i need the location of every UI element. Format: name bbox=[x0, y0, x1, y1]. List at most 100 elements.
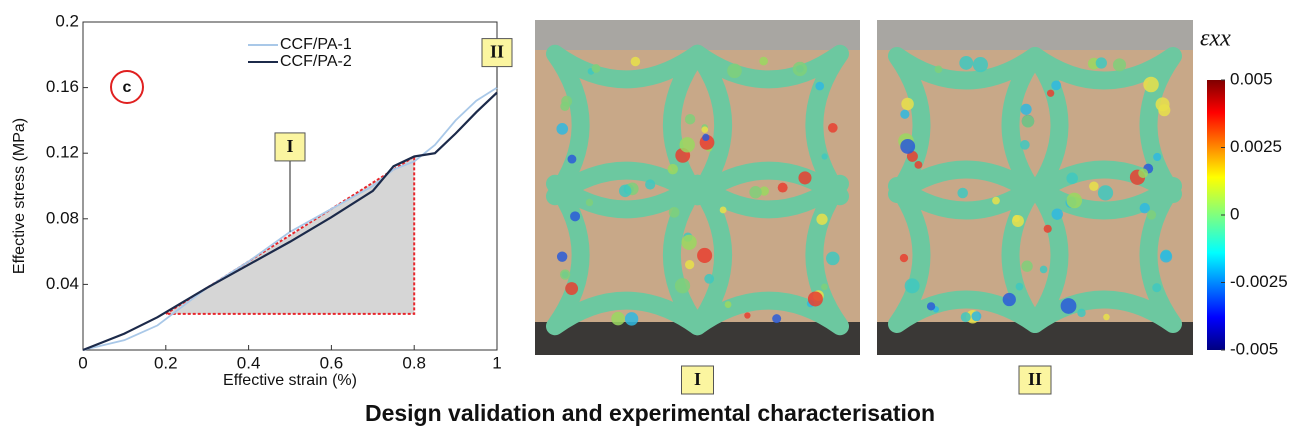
strain-spot bbox=[1016, 283, 1024, 291]
strain-spot bbox=[927, 302, 935, 310]
strain-spot bbox=[1089, 182, 1099, 192]
strain-spot bbox=[1160, 250, 1172, 262]
x-tick-label: 0.2 bbox=[154, 353, 178, 372]
strain-spot bbox=[1021, 261, 1032, 272]
strain-spot bbox=[557, 252, 567, 262]
strain-spot bbox=[592, 64, 601, 73]
strain-spot bbox=[826, 252, 840, 266]
strain-spot bbox=[645, 179, 655, 189]
strain-spot bbox=[957, 188, 968, 199]
strain-spot bbox=[772, 314, 781, 323]
strain-spot bbox=[1066, 193, 1082, 209]
strain-spot bbox=[1047, 90, 1054, 97]
strain-spot bbox=[697, 248, 712, 263]
strain-spot bbox=[1113, 58, 1126, 71]
strain-spot bbox=[798, 171, 811, 184]
strain-spot bbox=[744, 312, 750, 318]
image-label: I bbox=[694, 369, 701, 389]
strain-spot bbox=[625, 312, 638, 325]
strain-spot bbox=[1103, 314, 1110, 321]
strain-spot bbox=[793, 62, 807, 76]
strain-spot bbox=[900, 110, 909, 119]
strain-spot bbox=[675, 278, 690, 293]
strain-spot bbox=[680, 137, 695, 152]
y-tick-label: 0.16 bbox=[46, 77, 79, 96]
strain-spot bbox=[815, 82, 824, 91]
strain-spot bbox=[1044, 225, 1052, 233]
strain-spot bbox=[1143, 77, 1158, 92]
figure: 0.040.080.120.160.200.20.40.60.81Effecti… bbox=[0, 0, 1300, 440]
strain-spot bbox=[749, 186, 761, 198]
strain-spot bbox=[828, 123, 838, 133]
strain-spot bbox=[1147, 210, 1156, 219]
strain-spot bbox=[1013, 215, 1020, 222]
strain-spot bbox=[914, 161, 922, 169]
strain-spot bbox=[669, 207, 680, 218]
strain-spot bbox=[565, 282, 578, 295]
strain-spot bbox=[668, 164, 678, 174]
strain-spot bbox=[900, 139, 915, 154]
strain-spot bbox=[1098, 185, 1113, 200]
annotation-label: II bbox=[490, 42, 504, 62]
strain-spot bbox=[1020, 140, 1030, 150]
strain-spot bbox=[720, 207, 727, 214]
strain-spot bbox=[619, 185, 631, 197]
x-tick-label: 0.6 bbox=[320, 353, 344, 372]
strain-spot bbox=[611, 312, 625, 326]
strain-spot bbox=[1152, 283, 1161, 292]
strain-spot bbox=[586, 199, 593, 206]
strain-spot bbox=[821, 153, 827, 159]
y-tick-label: 0.04 bbox=[46, 274, 79, 293]
strain-spot bbox=[821, 284, 828, 291]
strain-spot bbox=[935, 65, 943, 73]
x-axis-title: Effective strain (%) bbox=[223, 372, 357, 389]
strain-spot bbox=[1051, 80, 1061, 90]
strain-spot bbox=[681, 235, 696, 250]
x-tick-label: 0 bbox=[78, 353, 87, 372]
strain-spot bbox=[1021, 104, 1032, 115]
x-tick-label: 1 bbox=[492, 353, 501, 372]
strain-spot bbox=[631, 57, 641, 67]
strain-spot bbox=[568, 155, 577, 164]
strain-spot bbox=[1077, 309, 1085, 317]
y-tick-label: 0.2 bbox=[55, 11, 79, 30]
strain-spot bbox=[1040, 266, 1048, 274]
image-label: II bbox=[1028, 369, 1042, 389]
strain-spot bbox=[759, 57, 768, 66]
legend-label: CCF/PA-1 bbox=[280, 36, 352, 53]
strain-spot bbox=[816, 214, 827, 225]
panel-label: c bbox=[123, 79, 132, 96]
y-axis-title: Effective stress (MPa) bbox=[11, 118, 28, 274]
colorbar-tick-label: 0.005 bbox=[1230, 69, 1273, 88]
strain-spot bbox=[959, 56, 973, 70]
colorbar-tick-label: 0.0025 bbox=[1230, 137, 1282, 156]
colorbar-tick-label: -0.005 bbox=[1230, 339, 1278, 358]
strain-spot bbox=[1138, 168, 1148, 178]
strain-spot bbox=[704, 274, 714, 284]
strain-spot bbox=[901, 98, 914, 111]
strain-spot bbox=[1003, 293, 1016, 306]
strain-spot bbox=[1022, 115, 1035, 128]
strain-spot bbox=[1052, 208, 1063, 219]
strain-spot bbox=[685, 260, 694, 269]
colorbar-title: εxx bbox=[1200, 26, 1231, 52]
strain-spot bbox=[560, 269, 570, 279]
strain-spot bbox=[971, 311, 981, 321]
strain-spot bbox=[992, 197, 1000, 205]
annotation-label: I bbox=[286, 136, 293, 156]
strain-spot bbox=[1061, 298, 1077, 314]
colorbar-tick-label: -0.0025 bbox=[1230, 272, 1288, 291]
strain-spot bbox=[900, 254, 908, 262]
y-tick-label: 0.08 bbox=[46, 208, 79, 227]
strain-spot bbox=[1158, 104, 1170, 116]
strain-spot bbox=[725, 301, 732, 308]
x-tick-label: 0.8 bbox=[402, 353, 426, 372]
image-top bbox=[877, 20, 1193, 50]
strain-spot bbox=[701, 126, 708, 133]
strain-spot bbox=[685, 114, 695, 124]
strain-spot bbox=[560, 102, 569, 111]
strain-spot bbox=[973, 57, 988, 72]
